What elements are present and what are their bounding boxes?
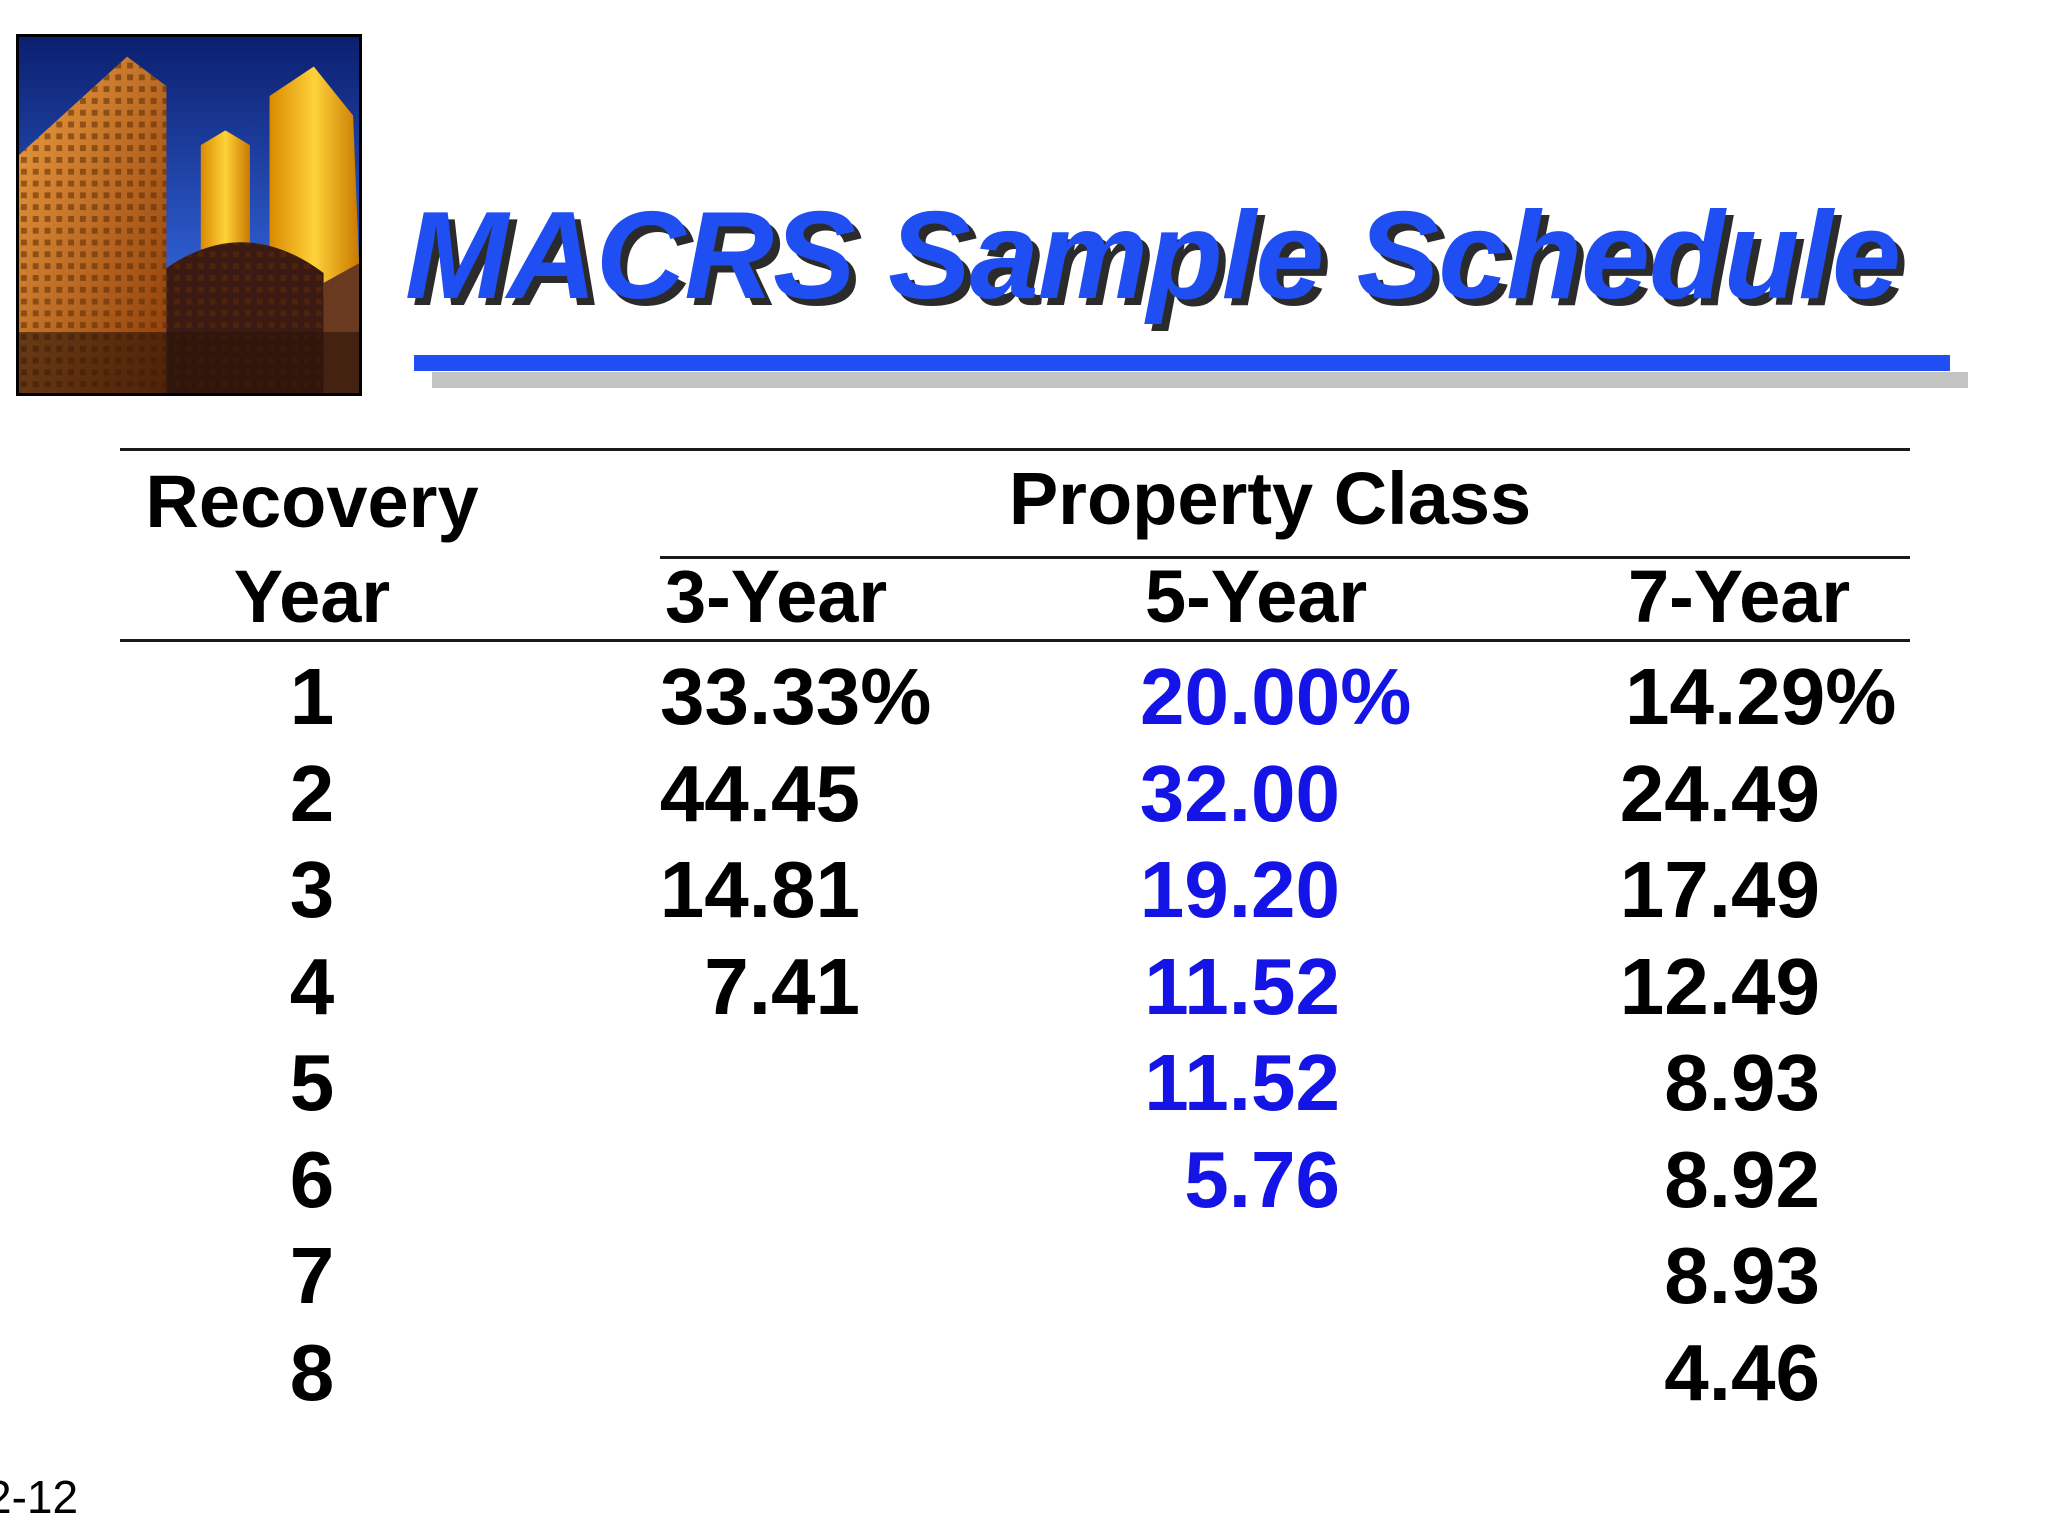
header-7-year: 7-Year [1628, 555, 1851, 638]
cell-3-year: 44.45 [659, 748, 860, 838]
cell-7-year: 8.92 [1664, 1134, 1820, 1224]
cell-5-year: 11.52 [1144, 1038, 1340, 1127]
cell-recovery-year: 4 [289, 941, 335, 1031]
cell-recovery-year: 5 [289, 1038, 335, 1127]
cell-7-year: 14.29% [1625, 652, 1897, 741]
property-class-rule [660, 556, 1910, 559]
cell-5-year: 5.76 [1184, 1134, 1340, 1224]
cell-5-year: 32.00 [1139, 748, 1340, 838]
cell-recovery-year: 3 [289, 845, 335, 934]
header-5-year: 5-Year [1145, 555, 1368, 638]
cell-5-year: 11.52 [1144, 941, 1340, 1031]
cell-7-year: 8.93 [1664, 1038, 1820, 1127]
cell-3-year: 14.81 [659, 845, 860, 934]
cell-7-year: 8.93 [1664, 1231, 1820, 1320]
title-underline [414, 355, 1950, 371]
page-number: 2-12 [0, 1471, 79, 1523]
header-property-class: Property Class [1008, 457, 1532, 540]
cell-3-year: 33.33% [660, 652, 932, 741]
header-recovery: Recovery [145, 460, 479, 543]
cell-7-year: 12.49 [1619, 941, 1820, 1031]
cell-3-year: 7.41 [704, 941, 860, 1031]
cell-7-year: 4.46 [1664, 1327, 1820, 1417]
title-underline-shadow [432, 372, 1968, 388]
header-year: Year [233, 555, 391, 638]
cell-5-year: 19.20 [1139, 845, 1340, 934]
header-bottom-rule [120, 639, 1910, 642]
cell-recovery-year: 6 [289, 1134, 335, 1224]
table-top-rule [120, 448, 1910, 451]
cell-7-year: 17.49 [1619, 845, 1820, 934]
cell-recovery-year: 8 [289, 1327, 335, 1417]
cell-7-year: 24.49 [1619, 748, 1820, 838]
cell-recovery-year: 1 [289, 652, 335, 741]
cell-recovery-year: 7 [289, 1231, 335, 1320]
cell-5-year: 20.00% [1140, 652, 1412, 741]
slide-title: MACRS Sample Schedule [405, 187, 1901, 325]
header-3-year: 3-Year [665, 555, 888, 638]
cell-recovery-year: 2 [289, 748, 335, 838]
city-skyscrapers-photo-icon [16, 34, 362, 396]
